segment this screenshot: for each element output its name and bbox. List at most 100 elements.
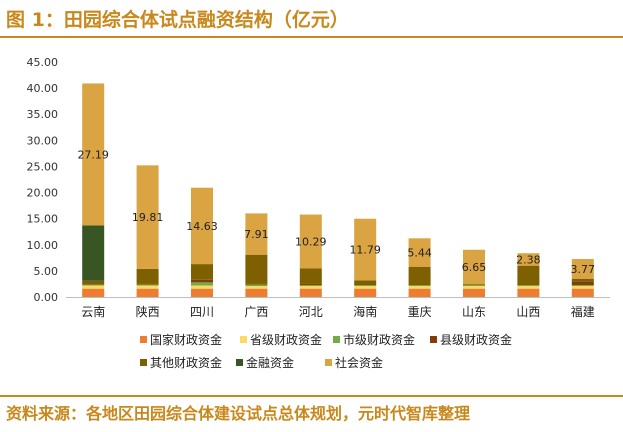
bar-segment [354,218,377,281]
bar-segment [408,288,431,297]
bar-segment [571,284,594,287]
x-category-label: 广西 [244,305,268,319]
bar-segment [408,286,431,289]
data-label: 3.77 [571,263,596,276]
bar-segment [517,253,540,266]
x-category-label: 山东 [462,305,486,319]
x-category-label: 山西 [516,305,540,319]
bar-segment [245,284,268,287]
bar-segment [299,214,322,269]
x-category-label: 福建 [571,304,595,319]
legend-label: 社会资金 [335,355,383,370]
source-divider [0,395,623,397]
bar-segment [136,165,159,269]
bar-segment [136,284,159,286]
x-category-label: 陕西 [136,304,160,319]
y-tick-label: 15.00 [27,213,59,226]
bar-segment [463,288,485,297]
bar-segment [299,286,322,289]
data-label: 5.44 [407,247,432,260]
bar-segment [571,278,594,282]
bar-segment [191,264,213,280]
x-category-label: 云南 [81,304,105,319]
bar-segment [354,288,377,297]
bar-segment [517,286,540,289]
x-category-label: 海南 [353,304,377,319]
bar-segment [517,284,540,285]
bar-segment [191,279,213,283]
bar-segment [191,187,213,265]
bar-segment [463,284,485,285]
bar-segment [245,286,268,289]
bar-segment [354,284,377,287]
legend-label: 国家财政资金 [150,332,222,347]
legend-swatch [140,359,147,366]
bar-segment [463,284,485,287]
data-label: 7.91 [244,228,269,241]
bar-segment [571,281,594,285]
legend-label: 市级财政资金 [343,332,415,347]
bar-segment [571,286,594,289]
data-label: 6.65 [462,261,487,274]
legend-swatch [140,336,147,343]
title-divider [0,36,623,38]
bar-segment [191,285,213,289]
y-tick-label: 25.00 [27,160,59,173]
source-note: 资料来源：各地区田园综合体建设试点总体规划，元时代智库整理 [6,404,471,423]
legend-swatch [240,336,247,343]
data-label: 14.63 [186,220,218,233]
legend-swatch [333,336,340,343]
bar-segment [82,285,105,289]
x-category-label: 河北 [299,305,323,319]
data-label: 2.38 [516,253,541,266]
legend-label: 县级财政资金 [440,332,512,347]
chart-title: 图 1：田园综合体试点融资结构（亿元） [6,9,349,31]
bar-segment [136,283,159,285]
legend-label: 其他财政资金 [150,355,222,370]
bar-segment [136,268,159,284]
data-label: 10.29 [295,235,327,248]
bar-segment [299,284,322,287]
stacked-bar-chart: 0.00 5.00 10.00 15.00 20.00 25.00 30.00 35.00 40… [27,56,610,370]
y-tick-label: 0.00 [34,291,59,304]
bar-segment [517,288,540,297]
bar-segment [408,266,431,285]
data-label: 19.81 [132,211,164,224]
y-tick-label: 45.00 [27,56,59,69]
bar-segment [191,288,213,297]
bar-segment [354,280,377,285]
bar-segment [82,225,105,281]
y-tick-label: 10.00 [27,239,59,252]
bar-segment [245,213,268,255]
bar-segment [408,284,431,287]
y-tick-label: 35.00 [27,108,59,121]
bar-segment [191,282,213,286]
bar-segment [82,83,105,226]
bar-segment [463,286,485,289]
y-tick-label: 20.00 [27,187,59,200]
bar-segment [136,285,159,289]
bar-segment [82,288,105,297]
data-label: 27.19 [77,148,109,161]
y-tick-label: 40.00 [27,82,59,95]
data-label: 11.79 [349,244,381,257]
y-tick-label: 5.00 [34,265,59,278]
bar-segment [82,283,105,285]
legend-swatch [430,336,437,343]
x-category-label: 重庆 [408,305,432,319]
bar-segment [245,254,268,284]
bar-segment [82,280,105,284]
bar-segment [299,288,322,297]
bar-segment [571,288,594,297]
y-tick-label: 30.00 [27,134,59,147]
bar-segment [245,288,268,297]
bar-segment [463,249,485,285]
bar-segment [408,238,431,267]
bar-segment [408,284,431,285]
bar-segment [354,284,377,285]
bar-segment [245,283,268,285]
bar-segment [299,283,322,285]
bar-segment [517,265,540,285]
legend-label: 金融资金 [246,355,294,370]
bar-segment [82,284,105,286]
